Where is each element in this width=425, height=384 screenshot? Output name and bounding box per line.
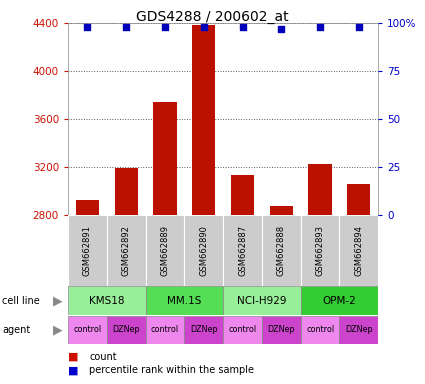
Text: GSM662890: GSM662890 xyxy=(199,225,208,276)
Text: DZNep: DZNep xyxy=(267,325,295,334)
Bar xyxy=(300,316,340,344)
Bar xyxy=(192,25,215,215)
Text: NCI-H929: NCI-H929 xyxy=(237,296,286,306)
Bar xyxy=(145,286,223,315)
Text: DZNep: DZNep xyxy=(112,325,140,334)
Bar xyxy=(262,316,300,344)
Bar xyxy=(309,164,332,215)
Text: DZNep: DZNep xyxy=(345,325,373,334)
Point xyxy=(84,24,91,30)
Bar xyxy=(145,316,184,344)
Text: control: control xyxy=(74,325,102,334)
Bar xyxy=(231,175,254,215)
Bar xyxy=(68,215,107,286)
Bar xyxy=(68,316,107,344)
Text: control: control xyxy=(229,325,257,334)
Text: GSM662892: GSM662892 xyxy=(122,225,130,276)
Bar xyxy=(107,215,145,286)
Text: OPM-2: OPM-2 xyxy=(323,296,356,306)
Text: GSM662893: GSM662893 xyxy=(316,225,325,276)
Bar xyxy=(300,286,378,315)
Text: GSM662891: GSM662891 xyxy=(83,225,92,276)
Text: control: control xyxy=(151,325,179,334)
Bar xyxy=(340,316,378,344)
Bar xyxy=(223,286,300,315)
Bar xyxy=(262,215,300,286)
Bar xyxy=(300,215,340,286)
Text: percentile rank within the sample: percentile rank within the sample xyxy=(89,366,254,376)
Bar xyxy=(269,206,293,215)
Bar xyxy=(107,316,145,344)
Text: ■: ■ xyxy=(68,352,79,362)
Bar xyxy=(347,184,371,215)
Text: GSM662887: GSM662887 xyxy=(238,225,247,276)
Text: control: control xyxy=(306,325,334,334)
Text: ▶: ▶ xyxy=(53,295,62,307)
Bar xyxy=(76,200,99,215)
Text: GSM662894: GSM662894 xyxy=(354,225,363,276)
Point xyxy=(239,24,246,30)
Text: GSM662889: GSM662889 xyxy=(161,225,170,276)
Bar xyxy=(153,102,176,215)
Point xyxy=(317,24,323,30)
Point xyxy=(200,24,207,30)
Text: MM.1S: MM.1S xyxy=(167,296,201,306)
Point xyxy=(355,24,362,30)
Text: ■: ■ xyxy=(68,366,79,376)
Bar xyxy=(68,286,145,315)
Point xyxy=(278,26,285,32)
Bar xyxy=(223,316,262,344)
Text: ▶: ▶ xyxy=(53,323,62,336)
Bar xyxy=(223,215,262,286)
Text: DZNep: DZNep xyxy=(190,325,218,334)
Bar xyxy=(114,168,138,215)
Text: KMS18: KMS18 xyxy=(89,296,125,306)
Bar xyxy=(184,316,223,344)
Text: cell line: cell line xyxy=(2,296,40,306)
Point xyxy=(123,24,130,30)
Text: GSM662888: GSM662888 xyxy=(277,225,286,276)
Text: count: count xyxy=(89,352,117,362)
Bar xyxy=(340,215,378,286)
Text: GDS4288 / 200602_at: GDS4288 / 200602_at xyxy=(136,10,289,23)
Bar xyxy=(184,215,223,286)
Bar xyxy=(145,215,184,286)
Point xyxy=(162,24,168,30)
Text: agent: agent xyxy=(2,325,30,335)
